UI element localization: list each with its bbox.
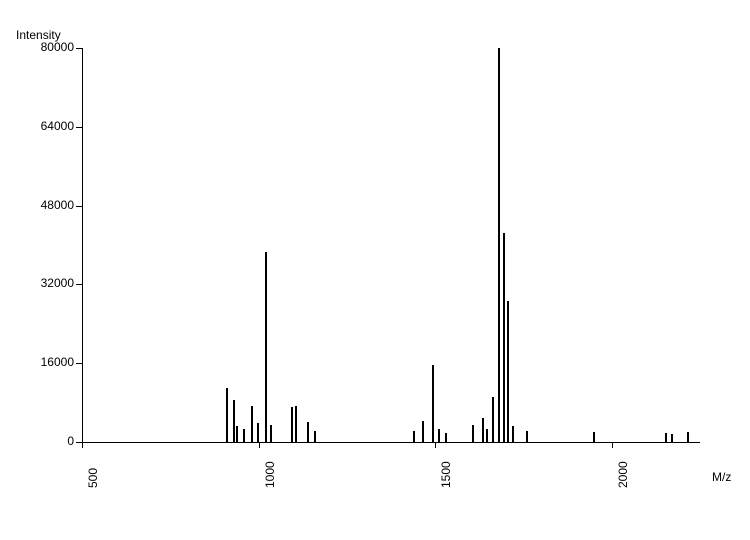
spectrum-peak xyxy=(270,425,272,442)
spectrum-peak xyxy=(226,388,228,442)
x-tick-label: 1500 xyxy=(439,461,453,488)
spectrum-peak xyxy=(507,301,509,442)
y-axis xyxy=(82,48,83,442)
spectrum-peak xyxy=(687,432,689,442)
x-tick-label: 2000 xyxy=(616,461,630,488)
spectrum-peak xyxy=(257,423,259,442)
spectrum-peak xyxy=(307,422,309,442)
y-tick xyxy=(76,206,82,207)
mass-spectrum-chart: Intensity M/z 01600032000480006400080000… xyxy=(0,0,750,540)
spectrum-peak xyxy=(593,432,595,442)
spectrum-peak xyxy=(438,429,440,442)
spectrum-peak xyxy=(486,429,488,442)
spectrum-peak xyxy=(671,434,673,442)
y-tick-label: 0 xyxy=(14,434,74,448)
spectrum-peak xyxy=(233,400,235,442)
spectrum-peak xyxy=(492,397,494,442)
spectrum-peak xyxy=(413,431,415,442)
x-tick xyxy=(259,442,260,448)
spectrum-peak xyxy=(498,48,500,442)
spectrum-peak xyxy=(503,233,505,442)
y-tick-label: 64000 xyxy=(14,119,74,133)
spectrum-peak xyxy=(482,418,484,442)
spectrum-peak xyxy=(432,365,434,442)
x-tick xyxy=(435,442,436,448)
x-axis xyxy=(82,442,700,443)
spectrum-peak xyxy=(236,426,238,442)
x-axis-title: M/z xyxy=(712,470,731,484)
spectrum-peak xyxy=(445,433,447,442)
x-tick xyxy=(82,442,83,448)
spectrum-peak xyxy=(526,431,528,442)
spectrum-peak xyxy=(295,406,297,442)
spectrum-peak xyxy=(665,433,667,442)
y-tick xyxy=(76,363,82,364)
spectrum-peak xyxy=(265,252,267,442)
y-tick xyxy=(76,127,82,128)
x-tick-label: 1000 xyxy=(263,461,277,488)
spectrum-peak xyxy=(243,429,245,442)
x-tick-label: 500 xyxy=(86,468,100,488)
y-tick xyxy=(76,284,82,285)
y-tick-label: 80000 xyxy=(14,40,74,54)
spectrum-peak xyxy=(422,421,424,442)
spectrum-peak xyxy=(314,431,316,442)
spectrum-peak xyxy=(251,406,253,442)
spectrum-peak xyxy=(512,426,514,442)
spectrum-peak xyxy=(291,407,293,442)
y-tick-label: 32000 xyxy=(14,276,74,290)
y-tick xyxy=(76,48,82,49)
y-tick-label: 48000 xyxy=(14,198,74,212)
spectrum-peak xyxy=(472,425,474,442)
y-tick-label: 16000 xyxy=(14,355,74,369)
x-tick xyxy=(612,442,613,448)
